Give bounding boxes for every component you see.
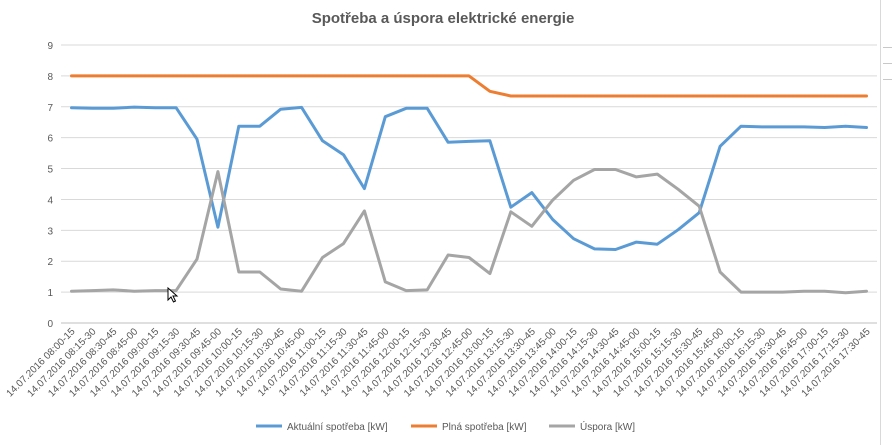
legend-label-saving: Úspora [kW] [580, 420, 635, 433]
y-tick-label: 8 [47, 72, 53, 83]
y-tick-label: 3 [47, 226, 53, 237]
legend-label-actual-consumption: Aktuální spotřeba [kW] [287, 422, 388, 433]
y-tick-label: 2 [47, 257, 53, 268]
y-tick-label: 0 [47, 319, 53, 330]
chart-title: Spotřeba a úspora elektrické energie [312, 10, 575, 27]
legend-label-full-consumption: Plná spotřeba [kW] [442, 422, 527, 433]
series-lines [70, 74, 868, 295]
edge-tick [883, 79, 892, 80]
y-tick-label: 7 [47, 103, 53, 114]
legend: Aktuální spotřeba [kW] Plná spotřeba [kW]… [256, 420, 635, 433]
y-tick-label: 4 [47, 195, 53, 206]
window-right-edge [880, 0, 895, 445]
edge-tick [883, 63, 892, 64]
edge-tick [883, 47, 892, 48]
series-line-full-consumption [70, 74, 868, 98]
series-line-saving [70, 168, 868, 295]
y-tick-label: 1 [47, 288, 53, 299]
y-axis-tick-labels: 0 1 2 3 4 5 6 7 8 9 [47, 41, 53, 330]
y-tick-label: 9 [47, 41, 53, 52]
y-tick-label: 5 [47, 165, 53, 176]
series-line-actual-consumption [70, 105, 868, 251]
y-tick-label: 6 [47, 134, 53, 145]
mouse-cursor-icon [167, 286, 179, 303]
